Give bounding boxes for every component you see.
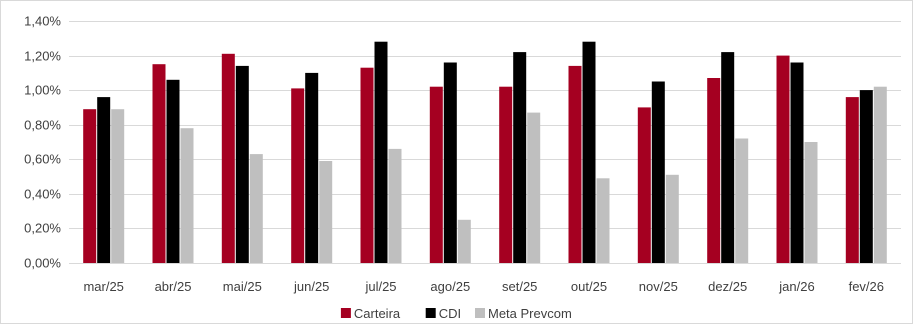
legend-label: Meta Prevcom [488,306,572,321]
legend-swatch [425,308,436,318]
bar-cdi [859,90,873,263]
bar-cdi [790,62,804,263]
bar-carteira [637,107,651,264]
bars [83,41,887,264]
bar-carteira [429,86,443,263]
bar-carteira [152,64,166,263]
bar-cdi [443,62,457,263]
bar-carteira [221,53,235,263]
y-tick-label: 0,40% [24,187,61,202]
bar-meta-prevcom [319,161,333,263]
bar-meta-prevcom [665,174,679,263]
bar-carteira [568,65,582,264]
bar-carteira [291,88,305,264]
bar-meta-prevcom [180,128,194,263]
bar-meta-prevcom [527,112,541,263]
x-tick-label: mai/25 [223,279,262,294]
y-tick-label: 0,00% [24,256,61,271]
x-tick-label: jul/25 [364,279,396,294]
legend-label: CDI [439,306,461,321]
bar-cdi [97,97,111,263]
bar-cdi [166,79,180,263]
bar-carteira [499,86,513,263]
bar-meta-prevcom [735,138,749,263]
bar-meta-prevcom [457,219,471,263]
y-tick-label: 0,60% [24,152,61,167]
x-tick-label: mar/25 [83,279,123,294]
x-tick-label: set/25 [502,279,537,294]
legend-swatch [475,308,485,318]
y-tick-label: 1,40% [24,14,61,29]
x-tick-label: jan/26 [778,279,814,294]
x-tick-label: fev/26 [849,279,884,294]
legend-swatch [340,308,351,318]
bar-carteira [776,55,790,263]
bar-cdi [721,52,735,263]
bar-cdi [513,52,527,263]
y-tick-label: 0,80% [24,118,61,133]
y-tick-label: 0,20% [24,221,61,236]
bar-meta-prevcom [804,142,818,263]
bar-cdi [305,72,319,264]
bar-meta-prevcom [873,86,887,263]
bar-cdi [235,65,249,264]
bar-carteira [845,97,859,263]
x-tick-label: dez/25 [708,279,747,294]
bar-carteira [707,78,721,263]
bar-cdi [582,41,596,264]
bar-meta-prevcom [249,154,263,263]
bar-meta-prevcom [111,109,125,263]
bar-cdi [374,41,388,264]
bar-carteira [83,109,97,263]
bar-meta-prevcom [388,148,402,263]
y-tick-label: 1,00% [24,83,61,98]
x-tick-label: out/25 [571,279,607,294]
bar-carteira [360,67,374,263]
x-tick-label: nov/25 [639,279,678,294]
legend-label: Carteira [354,306,401,321]
x-axis-ticks: mar/25 abr/25 mai/25 jun/25 jul/25 ago/25 set/… [83,279,884,294]
x-tick-label: abr/25 [155,279,192,294]
y-axis-ticks: 0,00% 0,20% 0,40% 0,60% 0,80% 1,00% 1,20% 1,40% [24,14,61,271]
x-tick-label: jun/25 [293,279,329,294]
y-tick-label: 1,20% [24,49,61,64]
x-tick-label: ago/25 [430,279,470,294]
legend: Carteira CDI Meta Prevcom [340,306,572,321]
bar-meta-prevcom [596,178,610,263]
bar-cdi [651,81,665,263]
gridlines [69,21,901,229]
